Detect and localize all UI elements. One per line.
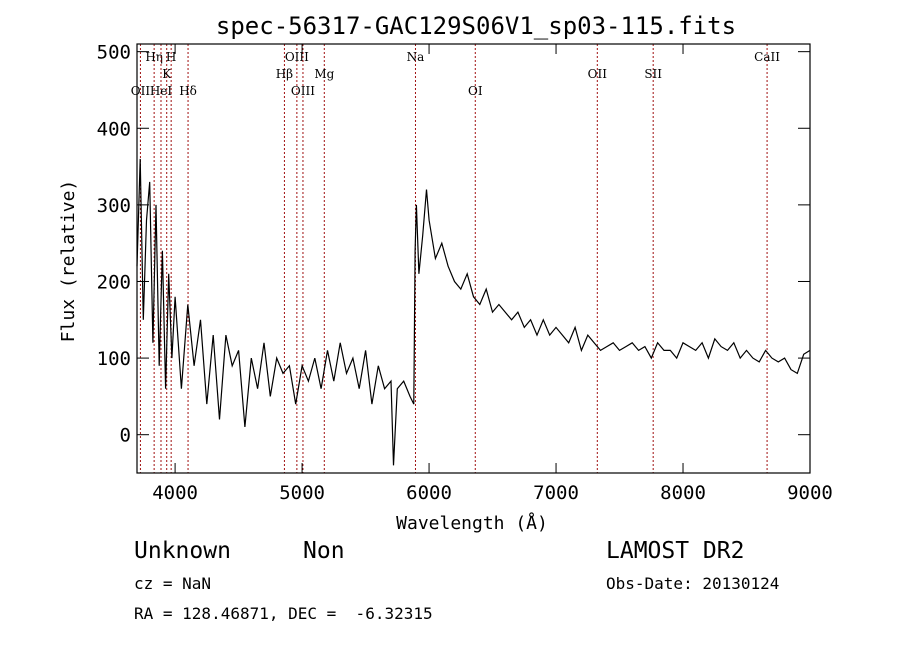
observation-date: Obs-Date: 20130124 [606,574,780,593]
spectral-line-label: K [162,67,172,81]
redshift-value: cz = NaN [134,574,212,593]
spectral-line-label: Mg [314,67,334,81]
spectral-line-label: Hη [145,50,163,64]
spectral-line-label: CaII [754,50,780,64]
spectral-line-label: OII [131,84,151,98]
y-axis-label: Flux (relative) [58,180,79,343]
spectral-line-label: Na [407,50,425,64]
spectral-line-label: SII [644,67,662,81]
y-tick-label: 300 [97,195,131,217]
chart-title: spec-56317-GAC129S06V1_sp03-115.fits [216,12,736,40]
x-tick-label: 6000 [406,482,452,504]
spectral-line-label: OIII [291,84,315,98]
y-tick-label: 200 [97,271,131,293]
spectrum-series-line [136,158,811,466]
spectral-line-label: Hδ [179,84,197,98]
y-tick-label: 400 [97,118,131,140]
survey-name: LAMOST DR2 [606,538,745,564]
x-tick-label: 4000 [152,482,198,504]
x-tick-label: 8000 [660,482,706,504]
spectral-line-label: H [166,50,176,64]
plot-frame [136,43,811,474]
y-tick-label: 500 [97,42,131,64]
y-tick-label: 0 [120,425,131,447]
object-class: Unknown [134,538,231,564]
x-tick-label: 7000 [533,482,579,504]
x-tick-label: 5000 [279,482,325,504]
x-axis-label: Wavelength (Å) [396,512,548,534]
y-axis-ticks: 0 100 200 300 400 500 [97,42,810,447]
x-tick-label: 9000 [787,482,833,504]
spectral-line-label: OII [588,67,608,81]
spectral-line-label: Hβ [276,67,293,81]
sky-coordinates: RA = 128.46871, DEC = -6.32315 [134,604,433,623]
object-subclass: Non [303,538,345,564]
spectral-line-label: OIII [285,50,309,64]
spectral-line-label: OI [468,84,483,98]
spectral-line-label: HeI [150,84,173,98]
y-tick-label: 100 [97,348,131,370]
x-axis-ticks: 4000 5000 6000 7000 8000 9000 [152,44,833,504]
spectral-lines: OII Hη HeI KH Hδ Hβ OIII OIII Mg Na OI OII SII CaII [131,44,780,473]
